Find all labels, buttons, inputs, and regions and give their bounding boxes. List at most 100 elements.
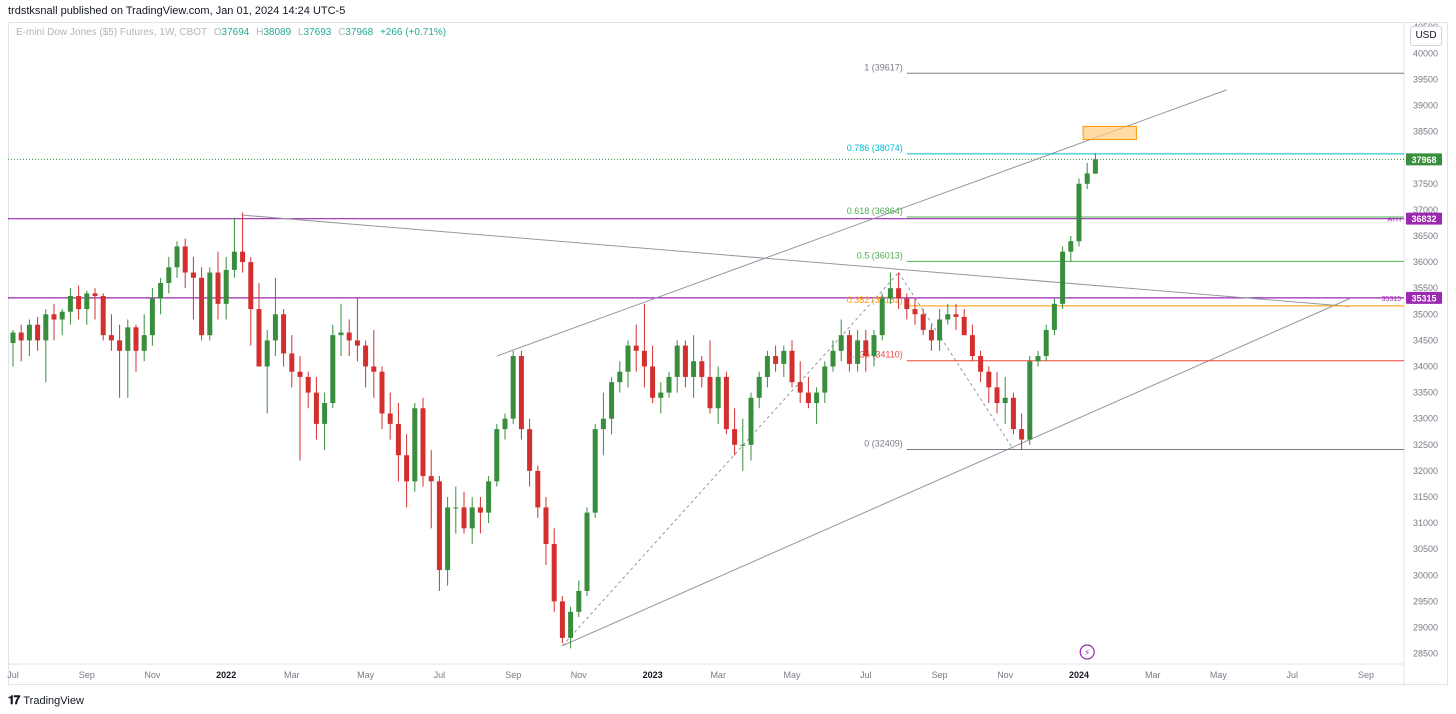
time-axis-tick: Sep [505,670,521,680]
candle-body [535,470,541,508]
time-axis-tick: May [783,670,801,680]
candle-body [469,507,475,529]
candle-body [313,392,319,424]
chart-frame[interactable] [8,22,1448,685]
candle-body [781,350,787,364]
candle-body [920,314,926,330]
candle-body [240,251,246,263]
candle-body [387,413,393,424]
price-badge-bg [1406,212,1442,225]
candle-body [117,340,123,351]
price-axis-tick: 40000 [1413,48,1438,58]
last-price-badge-bg [1406,153,1442,166]
candle-body [35,324,41,341]
time-axis-tick: May [1210,670,1228,680]
price-axis-tick: 37500 [1413,179,1438,189]
candle-body [445,507,451,571]
candle-body [108,335,114,341]
candle-body [1035,356,1041,362]
close-label: C [338,27,346,38]
candle-body [937,319,943,341]
published-text: trdstksnall published on TradingView.com… [8,5,346,17]
candle-body [658,392,664,398]
lightning-icon: ⚡ [1084,648,1090,658]
event-marker-icon [1079,644,1095,660]
time-axis-tick: 2022 [216,670,236,680]
price-axis-tick: 31500 [1413,492,1438,502]
time-axis-tick: Mar [1145,670,1161,680]
candle-body [551,543,557,602]
candle-body [543,507,549,544]
candle-body [1019,429,1025,440]
price-axis-tick: 39000 [1413,101,1438,111]
footer: 𝟏𝟕 TradingView [8,693,84,708]
candle-body [764,356,770,377]
candle-body [43,314,49,341]
candle-body [814,392,820,404]
tradingview-logo-icon[interactable]: 𝟏𝟕 [8,693,20,707]
candle-body [207,272,213,336]
candle-body [1076,183,1082,242]
candle-body [1084,173,1090,184]
fib-level-label: 0 (32409) [864,439,903,449]
price-badge: 36832 [1411,214,1436,224]
horizontal-level-label: ATH [1388,217,1401,224]
brand-name[interactable]: TradingView [23,694,84,707]
candle-body [149,298,155,336]
candle-body [904,298,910,310]
currency-button[interactable]: USD [1410,26,1442,46]
candle-body [846,335,852,364]
candle-body [1051,303,1057,330]
time-axis-tick: Sep [932,670,948,680]
candle-body [502,418,508,430]
candle-body [822,366,828,393]
high-label: H [256,27,264,38]
candle-body [707,376,713,409]
candle-body [682,345,688,377]
candle-body [166,267,172,283]
price-badge-bg [1406,291,1442,304]
time-axis-tick: Nov [571,670,588,680]
price-axis-tick: 39500 [1413,74,1438,84]
candle-body [264,340,270,367]
price-axis-tick: 36500 [1413,231,1438,241]
time-axis-tick: Jul [1286,670,1298,680]
candle-body [100,296,106,336]
time-axis-tick: Jul [860,670,872,680]
time-axis-tick: Mar [284,670,300,680]
fib-anchor-dashed-line [898,272,1014,450]
candle-body [346,332,352,341]
price-axis-tick: 34500 [1413,335,1438,345]
candle-body [199,277,205,336]
candle-body [141,335,147,351]
candle-body [748,397,754,445]
candle-body [371,366,377,372]
candle-body [297,371,303,377]
time-axis-tick: Mar [710,670,726,680]
price-axis-tick: 30500 [1413,544,1438,554]
candle-body [494,429,500,482]
candle-body [986,371,992,388]
candle-body [576,590,582,612]
candle-body [26,324,32,341]
candle-body [92,293,98,297]
candle-body [10,332,16,343]
time-axis-tick: Sep [1358,670,1374,680]
symbol-name[interactable]: E-mini Dow Jones ($5) Futures, 1W, CBOT [16,27,207,38]
candle-body [1043,329,1049,357]
candle-body [912,309,918,315]
time-axis-tick: 2023 [643,670,663,680]
candle-body [1068,241,1074,252]
price-axis-tick: 33000 [1413,414,1438,424]
candle-body [617,371,623,383]
candle-body [67,296,73,312]
candle-body [510,356,516,419]
candle-body [855,340,861,364]
candle-body [592,429,598,513]
candle-body [436,481,442,571]
candle-body [945,314,951,320]
candle-body [125,327,131,351]
candle-body [174,246,180,268]
descending-trendline [242,214,1350,307]
